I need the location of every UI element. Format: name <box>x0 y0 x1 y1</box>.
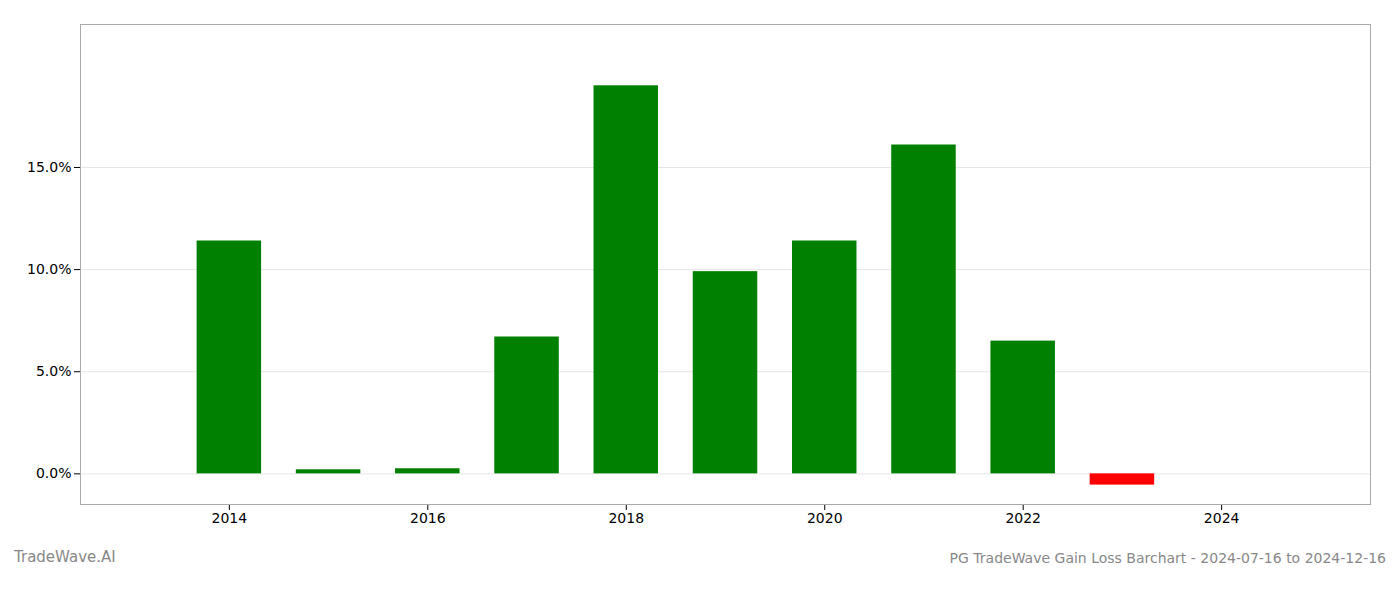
svg-text:5.0%: 5.0% <box>36 363 72 379</box>
html-text:PG TradeWave Gain Loss Barchar: PG TradeWave Gain Loss Barchart - 2024-0… <box>949 550 1386 566</box>
svg-text:2014: 2014 <box>212 510 248 526</box>
html-text:TradeWave.AI: TradeWave.AI <box>14 548 116 566</box>
svg-text:2020: 2020 <box>807 510 843 526</box>
svg-text:15.0%: 15.0% <box>27 159 71 175</box>
svg-text:2018: 2018 <box>608 510 644 526</box>
svg-text:2022: 2022 <box>1005 510 1041 526</box>
svg-text:10.0%: 10.0% <box>27 261 71 277</box>
svg-text:2024: 2024 <box>1204 510 1240 526</box>
svg-text:2016: 2016 <box>410 510 446 526</box>
svg-text:0.0%: 0.0% <box>36 465 72 481</box>
